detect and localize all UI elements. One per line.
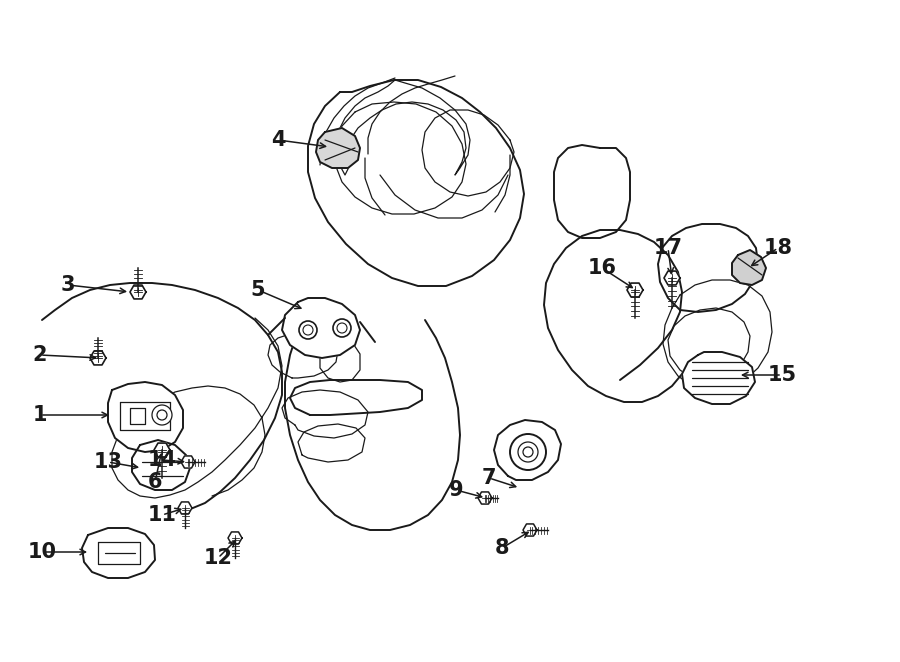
Polygon shape (268, 332, 338, 378)
Polygon shape (478, 492, 492, 504)
Polygon shape (523, 524, 537, 536)
Text: 18: 18 (763, 238, 793, 258)
Polygon shape (282, 298, 360, 358)
Polygon shape (178, 502, 192, 514)
Text: 3: 3 (61, 275, 76, 295)
Text: 16: 16 (588, 258, 617, 278)
Polygon shape (316, 128, 360, 168)
Polygon shape (228, 532, 242, 544)
Text: 2: 2 (32, 345, 48, 365)
Polygon shape (130, 285, 146, 299)
Polygon shape (108, 382, 183, 452)
Text: 12: 12 (203, 548, 232, 568)
Text: 14: 14 (148, 450, 176, 470)
Text: 10: 10 (28, 542, 57, 562)
Text: 5: 5 (251, 280, 266, 300)
Circle shape (299, 321, 317, 339)
Text: 7: 7 (482, 468, 496, 488)
Text: 13: 13 (94, 452, 122, 472)
Polygon shape (422, 110, 514, 196)
Text: 4: 4 (271, 130, 285, 150)
Polygon shape (154, 443, 170, 457)
Polygon shape (290, 380, 422, 415)
Circle shape (152, 405, 172, 425)
Circle shape (518, 442, 538, 462)
Circle shape (510, 434, 546, 470)
Polygon shape (668, 308, 750, 382)
Polygon shape (658, 224, 758, 312)
Polygon shape (132, 440, 190, 490)
Text: 8: 8 (495, 538, 509, 558)
Polygon shape (732, 250, 766, 285)
Polygon shape (320, 336, 360, 382)
Text: 6: 6 (148, 472, 162, 492)
Polygon shape (627, 283, 643, 297)
Polygon shape (181, 456, 195, 468)
Circle shape (523, 447, 533, 457)
Circle shape (157, 410, 167, 420)
Polygon shape (298, 424, 365, 462)
Polygon shape (682, 352, 755, 404)
Polygon shape (494, 420, 561, 480)
Polygon shape (664, 271, 680, 285)
Polygon shape (82, 528, 155, 578)
Text: 15: 15 (768, 365, 796, 385)
Text: 1: 1 (32, 405, 48, 425)
Polygon shape (282, 390, 368, 438)
Polygon shape (554, 145, 630, 238)
Text: 17: 17 (653, 238, 682, 258)
Polygon shape (90, 351, 106, 365)
Polygon shape (308, 80, 524, 286)
Text: 9: 9 (449, 480, 464, 500)
Text: 11: 11 (148, 505, 176, 525)
Circle shape (333, 319, 351, 337)
